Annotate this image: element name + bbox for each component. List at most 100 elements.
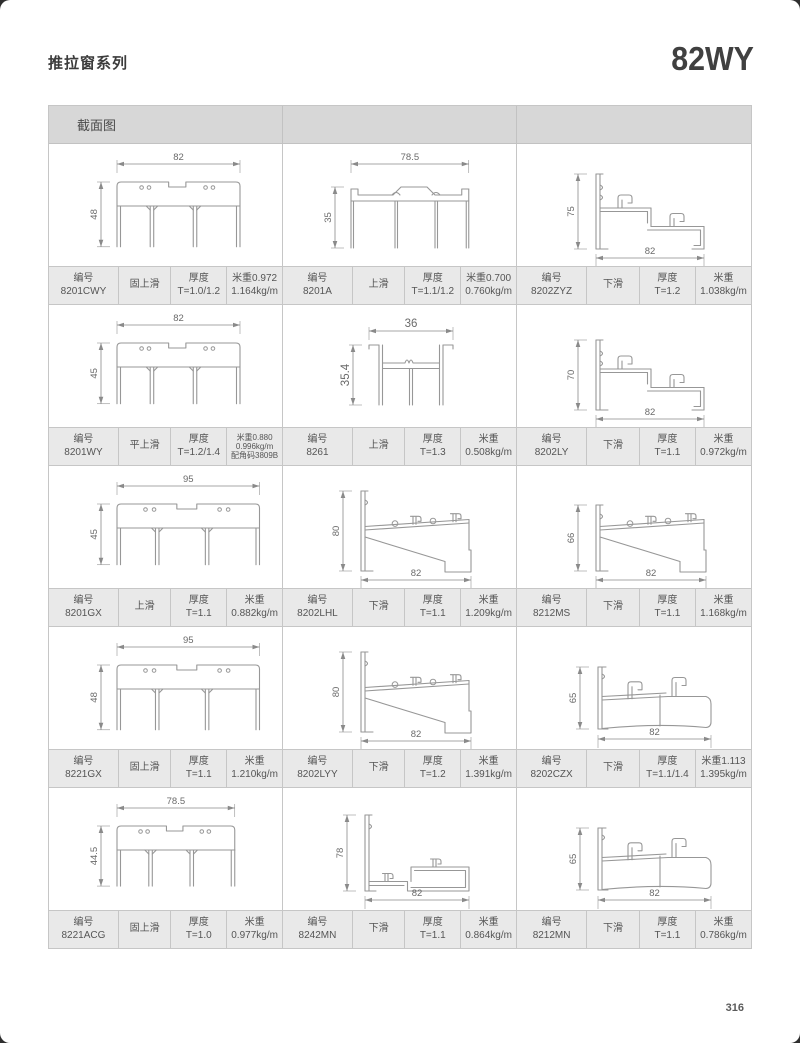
- code-label: 编号: [73, 756, 94, 767]
- thickness-label: 厚度: [657, 273, 678, 284]
- header-cell-empty: [517, 106, 751, 143]
- spec-thickness-cell: 厚度 T=1.1: [640, 911, 696, 948]
- thickness-value: T=1.2: [654, 285, 681, 297]
- spec-weight-cell: 米重1.113 1.395kg/m: [696, 750, 751, 787]
- spec-thickness-cell: 厚度 T=1.1: [405, 589, 462, 626]
- code-value: 8202LYY: [297, 768, 338, 780]
- thickness-label: 厚度: [657, 756, 678, 767]
- spec-type-cell: 上滑: [353, 267, 406, 304]
- svg-text:80: 80: [331, 687, 342, 698]
- spec-code-cell: 编号 8201A: [283, 267, 353, 304]
- thickness-label: 厚度: [657, 595, 678, 606]
- spec-type-cell: 平上滑: [119, 428, 172, 465]
- weight-line: 米重: [713, 917, 734, 928]
- spec-strip: 编号 8201GX 上滑 厚度 T=1.1 米重 0.882kg/m: [49, 588, 282, 626]
- weight-line: 0.508kg/m: [465, 446, 512, 458]
- thickness-value: T=1.2: [419, 768, 446, 780]
- code-value: 8221ACG: [61, 929, 106, 941]
- weight-value: 米重0.880 0.996kg/m 配角码3809B: [231, 433, 278, 461]
- weight-line: 1.038kg/m: [700, 285, 747, 297]
- type-value: 下滑: [603, 601, 623, 613]
- thickness-value: T=1.1: [654, 607, 681, 619]
- code-label: 编号: [307, 917, 328, 928]
- profile-drawing: 80 82: [283, 466, 516, 588]
- profiles-grid: 82 48 编号 8201CWY 固上滑 厚度 T=1.0/1.2 米重0.972…: [49, 144, 751, 948]
- type-value: 下滑: [603, 279, 623, 291]
- spec-weight-cell: 米重0.700 0.760kg/m: [461, 267, 516, 304]
- spec-thickness-cell: 厚度 T=1.0/1.2: [171, 267, 228, 304]
- svg-text:82: 82: [644, 407, 655, 418]
- code-value: 8202LY: [534, 446, 569, 458]
- spec-type-cell: 下滑: [587, 750, 640, 787]
- spec-type-cell: 下滑: [353, 911, 406, 948]
- spec-code-cell: 编号 8201GX: [49, 589, 119, 626]
- profile-drawing: 82 45: [49, 305, 282, 427]
- weight-line: 米重0.700: [466, 273, 512, 284]
- spec-weight-cell: 米重 1.168kg/m: [696, 589, 751, 626]
- weight-value: 米重0.700 0.760kg/m: [465, 273, 512, 298]
- weight-value: 米重 0.508kg/m: [465, 434, 512, 459]
- type-value: 固上滑: [129, 279, 160, 291]
- weight-value: 米重1.113 1.395kg/m: [700, 756, 747, 781]
- code-label: 编号: [73, 917, 94, 928]
- spec-type-cell: 下滑: [587, 267, 640, 304]
- svg-text:36: 36: [405, 318, 418, 330]
- weight-line: 0.786kg/m: [700, 929, 747, 941]
- svg-text:48: 48: [89, 692, 100, 703]
- profile-drawing: 65 82: [517, 788, 751, 910]
- svg-text:45: 45: [89, 368, 100, 379]
- weight-line: 米重: [244, 756, 265, 767]
- thickness-value: T=1.3: [419, 446, 446, 458]
- weight-line: 0.760kg/m: [465, 285, 512, 297]
- spec-strip: 编号 8212MN 下滑 厚度 T=1.1 米重 0.786kg/m: [517, 910, 751, 948]
- svg-text:78.5: 78.5: [401, 152, 420, 163]
- code-label: 编号: [307, 756, 328, 767]
- spec-code-cell: 编号 8202CZX: [517, 750, 588, 787]
- code-label: 编号: [541, 756, 562, 767]
- profile-cell: 66 82 编号 8212MS 下滑 厚度 T=1.1 米重 1.168kg/m: [517, 466, 751, 627]
- svg-text:95: 95: [183, 635, 194, 646]
- profile-cell: 95 48 编号 8221GX 固上滑 厚度 T=1.1 米重 1.210kg/m: [49, 627, 283, 788]
- spec-type-cell: 下滑: [587, 428, 640, 465]
- thickness-value: T=1.1: [419, 607, 446, 619]
- profile-cell: 78 82 编号 8242MN 下滑 厚度 T=1.1 米重 0.864kg/m: [283, 788, 517, 948]
- profile-cell: 82 45 编号 8201WY 平上滑 厚度 T=1.2/1.4 米重0.880 0…: [49, 305, 283, 466]
- spec-weight-cell: 米重0.880 0.996kg/m 配角码3809B: [227, 428, 282, 465]
- weight-line: 1.391kg/m: [465, 768, 512, 780]
- header-cell-empty: [283, 106, 517, 143]
- spec-strip: 编号 8221ACG 固上滑 厚度 T=1.0 米重 0.977kg/m: [49, 910, 282, 948]
- thickness-value: T=1.0/1.2: [177, 285, 221, 297]
- spec-type-cell: 下滑: [587, 589, 640, 626]
- weight-line: 米重: [244, 595, 265, 606]
- profile-drawing: 95 48: [49, 627, 282, 749]
- weight-value: 米重 0.786kg/m: [700, 917, 747, 942]
- thickness-label: 厚度: [188, 595, 209, 606]
- spec-strip: 编号 8201WY 平上滑 厚度 T=1.2/1.4 米重0.880 0.996k…: [49, 427, 282, 465]
- weight-line: 1.395kg/m: [700, 768, 747, 780]
- spec-thickness-cell: 厚度 T=1.2: [640, 267, 696, 304]
- profile-drawing: 66 82: [517, 466, 751, 588]
- spec-strip: 编号 8261 上滑 厚度 T=1.3 米重 0.508kg/m: [283, 427, 516, 465]
- weight-value: 米重 1.209kg/m: [465, 595, 512, 620]
- weight-value: 米重 0.864kg/m: [465, 917, 512, 942]
- svg-text:82: 82: [649, 888, 660, 899]
- thickness-label: 厚度: [422, 756, 443, 767]
- profile-drawing: 78.5 44.5: [49, 788, 282, 910]
- spec-thickness-cell: 厚度 T=1.2/1.4: [171, 428, 228, 465]
- spec-strip: 编号 8212MS 下滑 厚度 T=1.1 米重 1.168kg/m: [517, 588, 751, 626]
- profile-cell: 36 35.4 编号 8261 上滑 厚度 T=1.3 米重 0.508kg/m: [283, 305, 517, 466]
- weight-line: 米重0.880: [236, 432, 273, 442]
- table-header-row: 截面图: [49, 106, 751, 144]
- thickness-value: T=1.0: [185, 929, 212, 941]
- type-value: 上滑: [368, 279, 389, 291]
- spec-weight-cell: 米重0.972 1.164kg/m: [227, 267, 282, 304]
- spec-weight-cell: 米重 1.209kg/m: [461, 589, 516, 626]
- profile-cell: 80 82 编号 8202LHL 下滑 厚度 T=1.1 米重 1.209kg/m: [283, 466, 517, 627]
- spec-thickness-cell: 厚度 T=1.1: [405, 911, 462, 948]
- series-title: 推拉窗系列: [48, 55, 129, 72]
- profile-drawing: 78.5 35: [283, 144, 516, 266]
- thickness-label: 厚度: [422, 917, 443, 928]
- profile-drawing: 95 45: [49, 466, 282, 588]
- thickness-value: T=1.1: [654, 929, 681, 941]
- thickness-label: 厚度: [188, 756, 209, 767]
